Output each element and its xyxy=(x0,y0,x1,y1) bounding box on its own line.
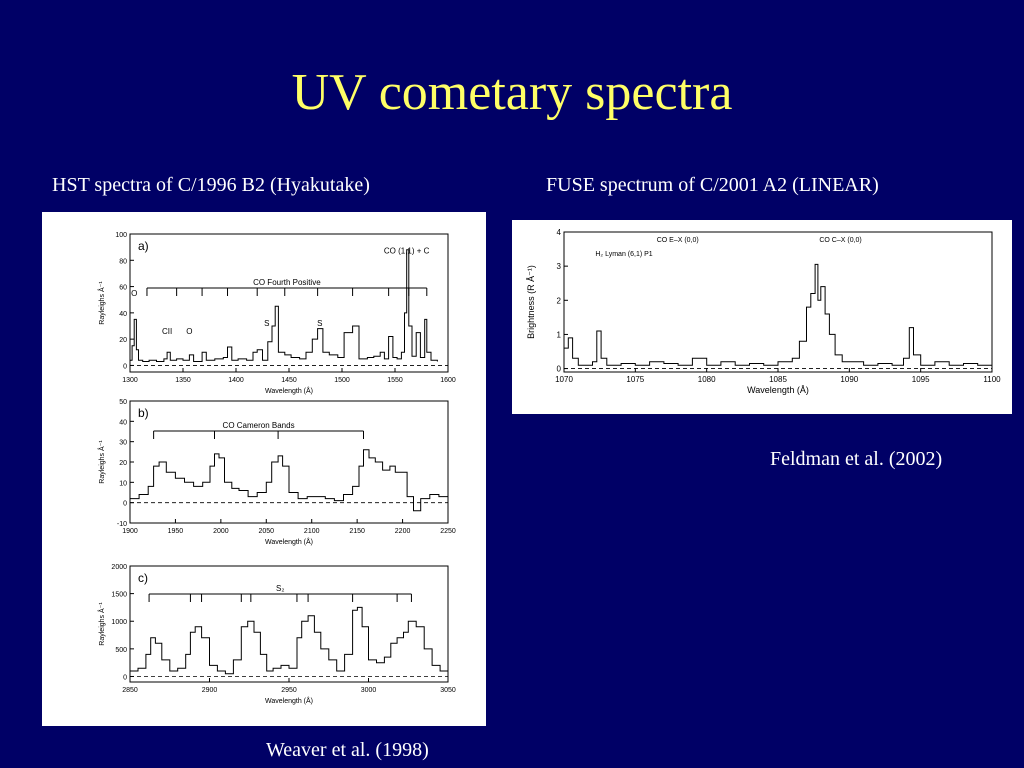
y-tick-label: 40 xyxy=(119,419,127,426)
x-tick-label: 1450 xyxy=(281,377,297,384)
y-tick-label: 2000 xyxy=(111,564,127,571)
spectrum-line xyxy=(130,606,449,675)
y-axis-label: Brightness (R Å⁻¹) xyxy=(526,265,536,339)
line-annotation: CO E–X (0,0) xyxy=(657,237,699,244)
y-tick-label: 80 xyxy=(119,258,127,265)
y-tick-label: 1000 xyxy=(111,619,127,626)
y-axis-label: Rayleighs Å⁻¹ xyxy=(97,281,106,325)
line-annotation: H₂ Lyman (6,1) P1 xyxy=(595,251,652,258)
x-tick-label: 1400 xyxy=(228,377,244,384)
x-tick-label: 1075 xyxy=(626,375,644,384)
band-label: CO Fourth Positive xyxy=(253,278,321,287)
y-tick-label: 1 xyxy=(557,330,562,339)
y-axis-label: Rayleighs Å⁻¹ xyxy=(97,602,106,646)
hst-spectra-panel: 1300 1350 1400 1450 1500 1550 1600 0 20 40 60 80 100… xyxy=(42,212,486,726)
slide-title: UV cometary spectra xyxy=(291,64,733,121)
x-tick-label: 2100 xyxy=(304,528,320,535)
panel-label: a) xyxy=(138,239,149,253)
y-tick-label: 60 xyxy=(119,285,127,292)
y-tick-label: 3 xyxy=(557,262,562,271)
band-label: CO Cameron Bands xyxy=(223,421,295,430)
y-tick-label: 1500 xyxy=(111,592,127,599)
left-credit: Weaver et al. (1998) xyxy=(266,739,429,761)
x-tick-label: 1300 xyxy=(122,377,138,384)
y-tick-label: -10 xyxy=(117,521,127,528)
band-label: S₂ xyxy=(276,584,284,593)
x-axis-label: Wavelength (Å) xyxy=(265,696,313,705)
line-annotation: O xyxy=(131,289,137,298)
x-tick-label: 3050 xyxy=(440,687,456,694)
x-tick-label: 1070 xyxy=(555,375,573,384)
plot-frame xyxy=(129,400,449,524)
y-tick-label: 500 xyxy=(115,647,127,654)
spectrum-line xyxy=(564,263,992,366)
x-tick-label: 1100 xyxy=(983,375,1001,384)
x-tick-label: 3000 xyxy=(361,687,377,694)
spectrum-chart-a: 1300 1350 1400 1450 1500 1550 1600 0 20 40 60 80 100… xyxy=(97,232,456,395)
y-tick-label: 30 xyxy=(119,440,127,447)
fuse-spectrum-panel: 1070 1075 1080 1085 1090 1095 1100 0 1 2 3 4 Wavelen… xyxy=(512,220,1012,414)
x-tick-label: 2900 xyxy=(202,687,218,694)
x-tick-label: 2850 xyxy=(122,687,138,694)
y-tick-label: 0 xyxy=(557,365,562,374)
left-caption: HST spectra of C/1996 B2 (Hyakutake) xyxy=(52,174,370,196)
line-annotation: S xyxy=(264,319,269,328)
spectrum-chart-fuse: 1070 1075 1080 1085 1090 1095 1100 0 1 2 3 4 Wavelen… xyxy=(526,228,1001,395)
x-tick-label: 1900 xyxy=(122,528,138,535)
spectrum-chart-c: 2850 2900 2950 3000 3050 0 500 1000 1500 2000 Wave… xyxy=(97,564,456,705)
spectrum-line xyxy=(130,449,449,512)
line-annotation: O xyxy=(186,327,192,336)
x-tick-label: 1090 xyxy=(840,375,858,384)
x-tick-label: 2050 xyxy=(258,528,274,535)
x-tick-label: 1500 xyxy=(334,377,350,384)
y-tick-label: 0 xyxy=(123,674,127,681)
x-tick-label: 1550 xyxy=(387,377,403,384)
y-tick-label: 0 xyxy=(123,363,127,370)
right-caption: FUSE spectrum of C/2001 A2 (LINEAR) xyxy=(546,174,879,196)
y-tick-label: 20 xyxy=(119,337,127,344)
x-tick-label: 1080 xyxy=(698,375,716,384)
y-tick-label: 0 xyxy=(123,501,127,508)
y-tick-label: 100 xyxy=(115,232,127,239)
x-tick-label: 1350 xyxy=(175,377,191,384)
x-axis-label: Wavelength (Å) xyxy=(747,385,809,395)
x-tick-label: 2200 xyxy=(395,528,411,535)
y-tick-label: 50 xyxy=(119,399,127,406)
y-tick-label: 4 xyxy=(557,228,562,237)
x-axis-label: Wavelength (Å) xyxy=(265,537,313,546)
y-tick-label: 40 xyxy=(119,311,127,318)
spectrum-chart-b: 1900 1950 2000 2050 2100 2150 2200 2250-1001020… xyxy=(97,399,456,546)
x-tick-label: 1095 xyxy=(912,375,930,384)
y-tick-label: 20 xyxy=(119,460,127,467)
y-tick-label: 10 xyxy=(119,480,127,487)
x-tick-label: 1600 xyxy=(440,377,456,384)
x-tick-label: 2150 xyxy=(349,528,365,535)
x-tick-label: 1085 xyxy=(769,375,787,384)
hst-spectra-figure: 1300 1350 1400 1450 1500 1550 1600020406080100… xyxy=(97,232,456,705)
x-tick-label: 2250 xyxy=(440,528,456,535)
x-tick-label: 1950 xyxy=(168,528,184,535)
x-tick-label: 2950 xyxy=(281,687,297,694)
line-annotation: S xyxy=(317,319,322,328)
x-tick-label: 2000 xyxy=(213,528,229,535)
right-credit: Feldman et al. (2002) xyxy=(770,448,943,470)
plot-frame xyxy=(129,565,449,683)
spectrum-line xyxy=(130,249,438,362)
y-axis-label: Rayleighs Å⁻¹ xyxy=(97,440,106,484)
panel-label: c) xyxy=(138,571,148,585)
line-annotation: CII xyxy=(162,327,172,336)
panel-label: b) xyxy=(138,406,149,420)
x-axis-label: Wavelength (Å) xyxy=(265,386,313,395)
line-annotation: CO C–X (0,0) xyxy=(819,237,861,244)
y-tick-label: 2 xyxy=(557,296,562,305)
fuse-spectrum-figure: 1070 1075 1080 1085 1090 1095 1100 0 1 2 3 4 Wavelen… xyxy=(526,228,1001,395)
